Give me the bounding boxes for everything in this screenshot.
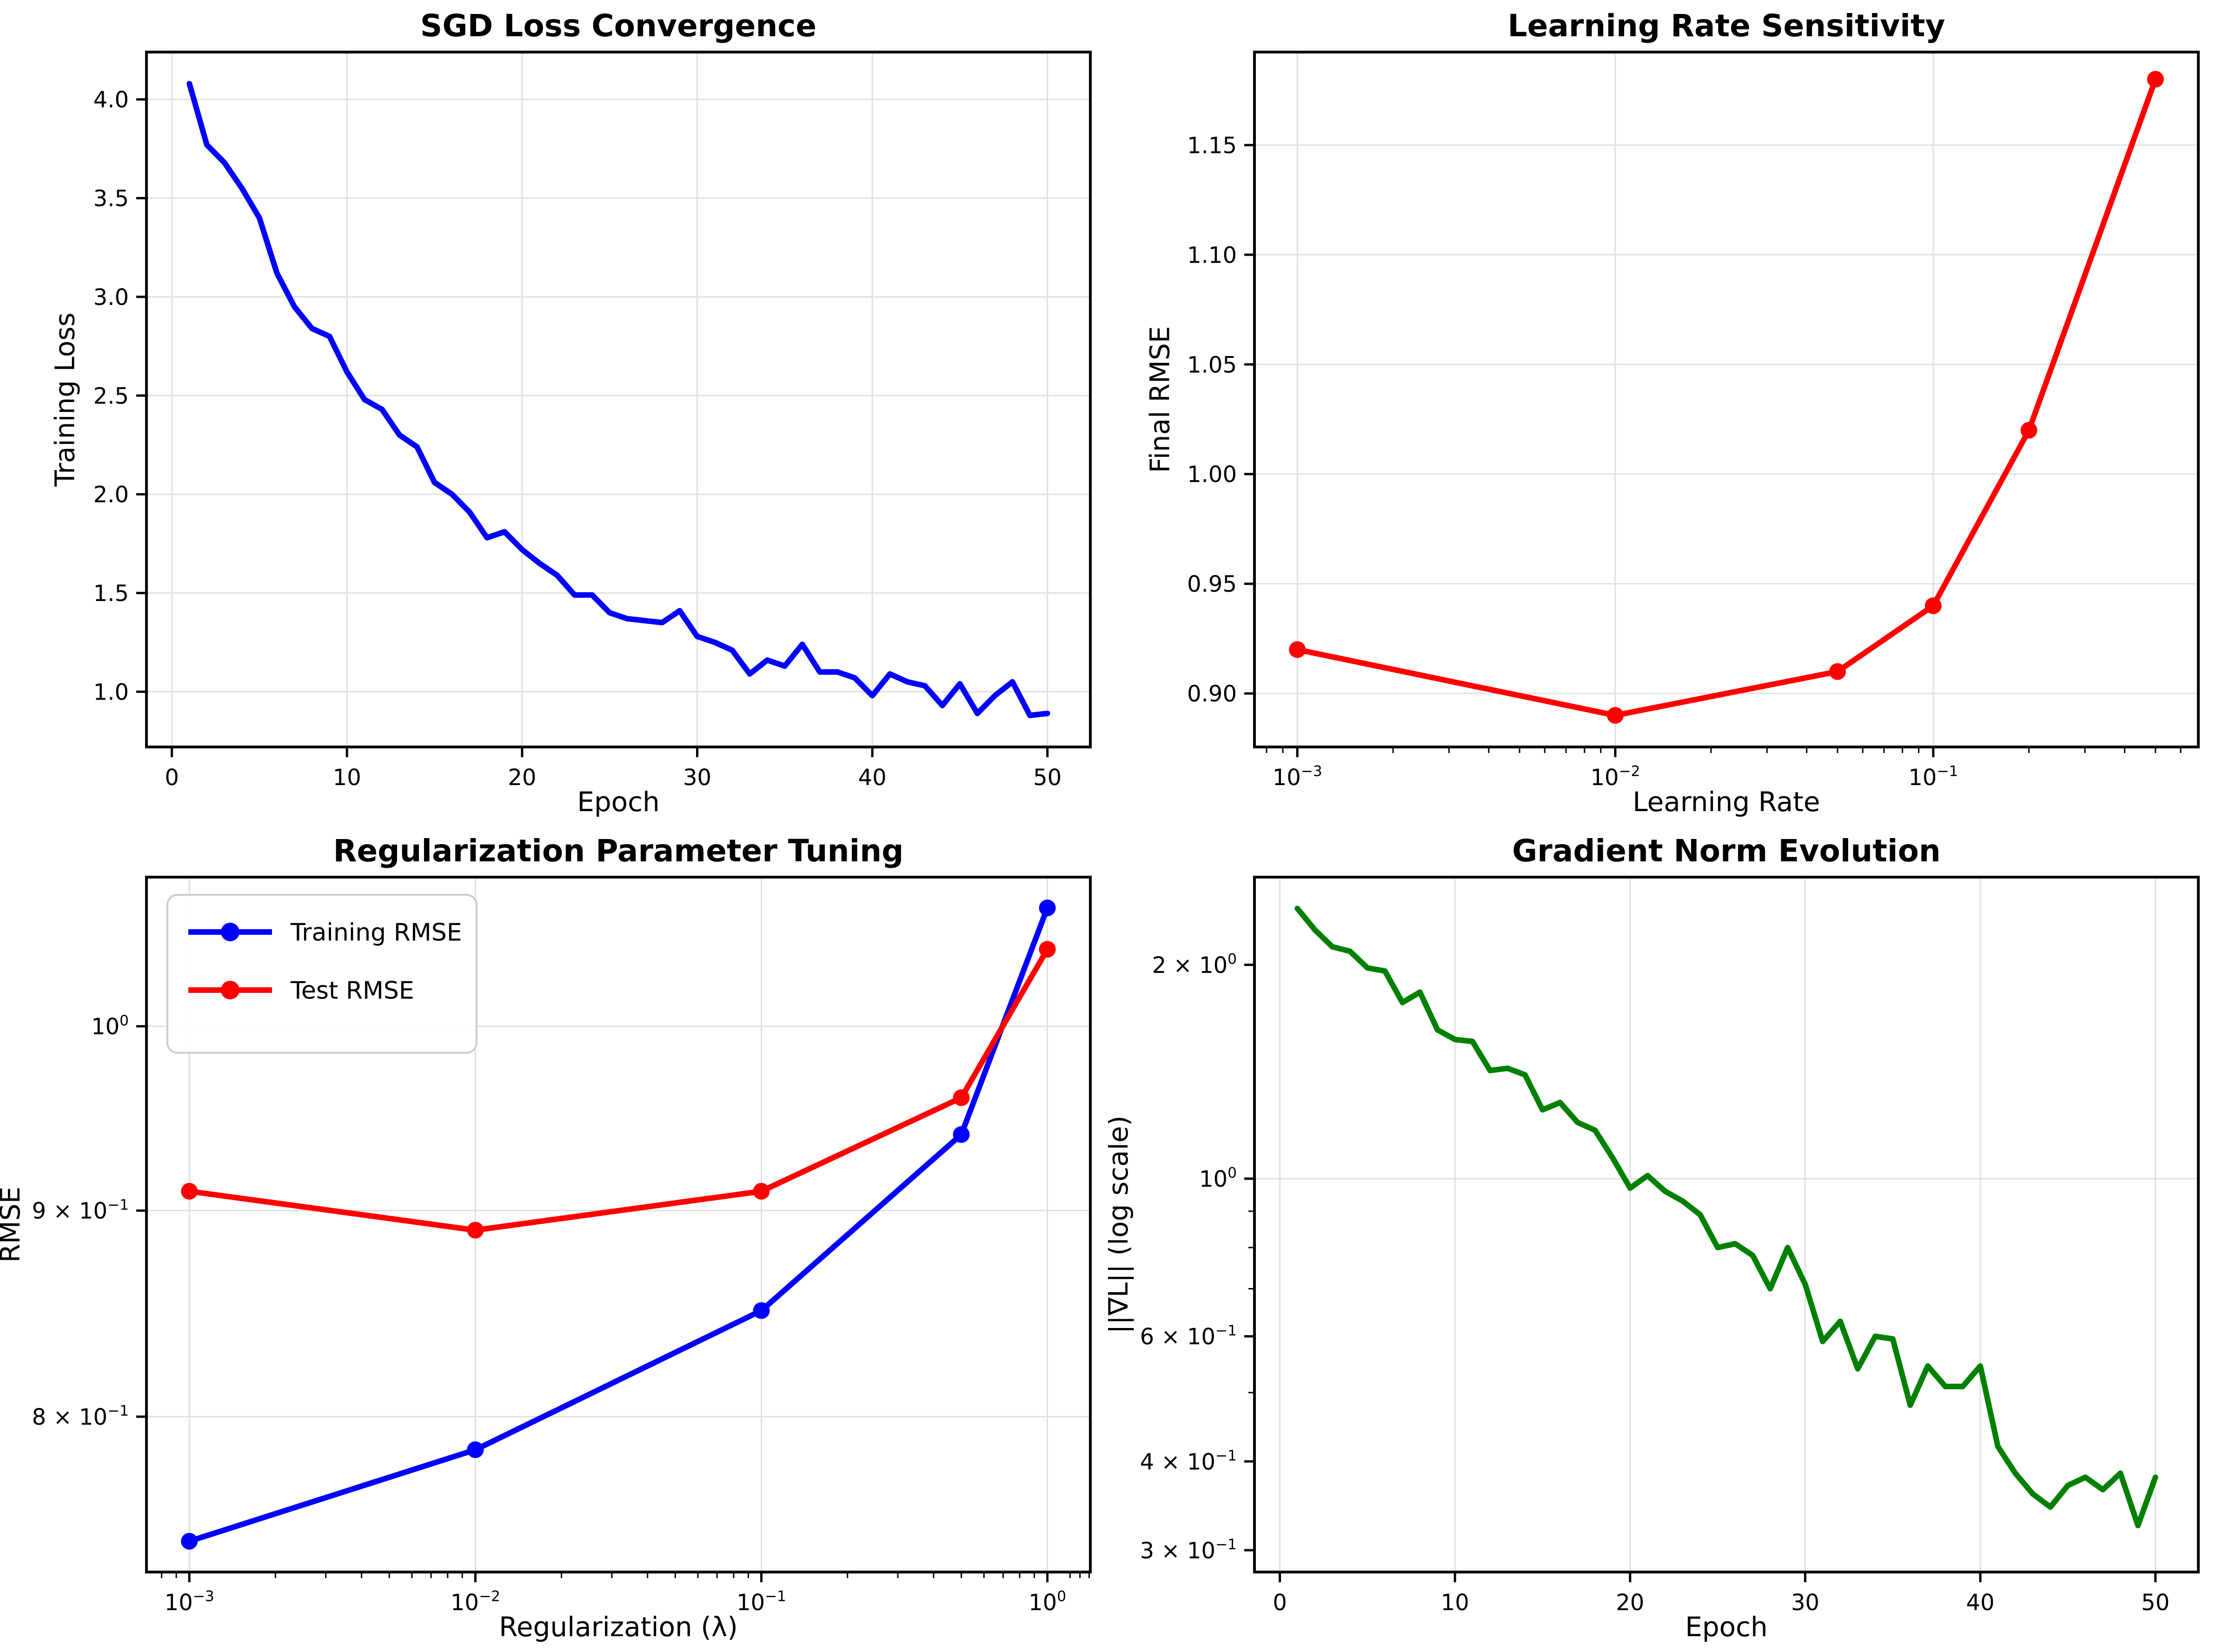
subplot-gradient-norm-evolution: 0 10 20 30 40 50 3 × 10−1 4 × 10−1 6 × 10−1 100 2 … bbox=[1102, 825, 2216, 1650]
data-point bbox=[953, 1089, 970, 1106]
legend: Training RMSE Test RMSE bbox=[166, 894, 478, 1054]
x-tick-label: 50 bbox=[1033, 765, 1062, 791]
data-point bbox=[1289, 641, 1306, 658]
y-tick-label: 3.5 bbox=[93, 186, 129, 212]
legend-label: Test RMSE bbox=[290, 977, 414, 1005]
x-tick-label: 10−3 bbox=[1273, 763, 1322, 791]
y-tick-label: 1.10 bbox=[1187, 242, 1237, 268]
subplot-sgd-loss-convergence: 0 10 20 30 40 50 1.0 1.5 2.0 2.5 3.0 3.5 4.0 SGD Loss… bbox=[0, 0, 1108, 825]
series-training-loss bbox=[186, 81, 1050, 718]
data-point bbox=[753, 1302, 770, 1319]
y-axis-label: Final RMSE bbox=[1144, 326, 1176, 473]
x-tick-label: 40 bbox=[858, 765, 887, 791]
axes-spines bbox=[145, 51, 1092, 748]
x-axis-label: Epoch bbox=[577, 786, 660, 818]
x-tick-label: 10−3 bbox=[165, 1588, 214, 1616]
axes-spines bbox=[1253, 51, 2200, 748]
data-point bbox=[1039, 941, 1056, 958]
x-tick-label: 20 bbox=[508, 765, 536, 791]
chart-title: SGD Loss Convergence bbox=[420, 8, 816, 44]
legend-marker bbox=[221, 981, 239, 999]
legend-label: Training RMSE bbox=[290, 919, 462, 947]
x-axis-label: Epoch bbox=[1685, 1611, 1768, 1643]
y-tick-label: 6 × 10−1 bbox=[1140, 1322, 1237, 1350]
chart-sgd-loss-convergence: 0 10 20 30 40 50 1.0 1.5 2.0 2.5 3.0 3.5 4.0 SGD Loss… bbox=[49, 8, 1092, 818]
x-tick-label: 0 bbox=[1273, 1590, 1287, 1616]
x-tick-label: 10−1 bbox=[1908, 763, 1958, 791]
data-point bbox=[1924, 597, 1942, 615]
chart-title: Learning Rate Sensitivity bbox=[1508, 8, 1945, 44]
axes-spines bbox=[145, 876, 1092, 1573]
data-point bbox=[1607, 707, 1624, 724]
x-tick-label: 10 bbox=[333, 765, 361, 791]
data-point bbox=[181, 1533, 198, 1550]
subplot-regularization-parameter-tuning: 10−3 10−2 10−1 100 8 × 10−1 9 × 10−1 100 Regula… bbox=[0, 825, 1108, 1650]
x-tick-label: 0 bbox=[165, 765, 179, 791]
x-tick-label: 30 bbox=[683, 765, 711, 791]
data-point bbox=[1039, 899, 1056, 917]
y-tick-label: 9 × 10−1 bbox=[32, 1196, 129, 1224]
y-tick-label: 1.00 bbox=[1187, 462, 1237, 488]
y-tick-label: 2.0 bbox=[93, 482, 129, 508]
y-tick-label: 100 bbox=[1199, 1165, 1237, 1192]
x-tick-label: 10−2 bbox=[451, 1588, 500, 1616]
x-tick-label: 10−2 bbox=[1590, 763, 1640, 791]
data-point bbox=[2020, 422, 2037, 439]
x-tick-label: 50 bbox=[2141, 1590, 2170, 1616]
y-axis-label: Training Loss bbox=[49, 312, 80, 487]
chart-gradient-norm-evolution: 0 10 20 30 40 50 3 × 10−1 4 × 10−1 6 × 10−1 100 2 … bbox=[1102, 833, 2200, 1643]
y-axis-label: RMSE bbox=[0, 1187, 26, 1263]
y-tick-label: 1.5 bbox=[93, 581, 129, 607]
x-tick-label: 40 bbox=[1966, 1590, 1995, 1616]
x-tick-label: 30 bbox=[1791, 1590, 1819, 1616]
series-final-rmse bbox=[1294, 76, 2158, 718]
y-tick-label: 0.95 bbox=[1187, 571, 1237, 597]
x-axis-label: Regularization (λ) bbox=[499, 1611, 738, 1643]
data-point bbox=[2147, 71, 2164, 88]
data-point bbox=[467, 1222, 484, 1239]
y-tick-label: 100 bbox=[91, 1012, 129, 1040]
data-point bbox=[753, 1183, 770, 1200]
data-point bbox=[181, 1183, 198, 1200]
y-tick-label: 4.0 bbox=[93, 87, 129, 113]
data-point bbox=[953, 1126, 970, 1143]
chart-regularization-parameter-tuning: 10−3 10−2 10−1 100 8 × 10−1 9 × 10−1 100 Regula… bbox=[0, 833, 1092, 1643]
y-tick-label: 4 × 10−1 bbox=[1140, 1447, 1237, 1475]
series-gradient-norm bbox=[1294, 905, 2158, 1528]
y-tick-label: 3 × 10−1 bbox=[1140, 1536, 1237, 1564]
y-tick-label: 1.15 bbox=[1187, 132, 1237, 159]
x-axis-label: Learning Rate bbox=[1632, 786, 1820, 818]
chart-title: Gradient Norm Evolution bbox=[1512, 833, 1941, 869]
legend-marker bbox=[221, 923, 239, 941]
x-tick-label: 10 bbox=[1441, 1590, 1469, 1616]
data-point bbox=[1829, 663, 1846, 680]
y-tick-label: 2.5 bbox=[93, 383, 129, 409]
x-tick-label: 100 bbox=[1028, 1588, 1066, 1616]
data-point bbox=[467, 1441, 484, 1458]
y-tick-label: 1.0 bbox=[93, 679, 129, 705]
y-tick-label: 3.0 bbox=[93, 284, 129, 311]
y-axis-label: ||∇L|| (log scale) bbox=[1108, 1116, 1134, 1334]
subplot-learning-rate-sensitivity: 10−3 10−2 10−1 0.90 0.95 1.00 1.05 1.10 1.15 Lear… bbox=[1108, 0, 2216, 825]
x-tick-label: 20 bbox=[1616, 1590, 1644, 1616]
y-tick-label: 8 × 10−1 bbox=[32, 1403, 129, 1430]
axes-spines bbox=[1253, 876, 2200, 1573]
y-tick-label: 1.05 bbox=[1187, 352, 1237, 378]
x-tick-label: 10−1 bbox=[736, 1588, 786, 1616]
y-tick-label: 0.90 bbox=[1187, 681, 1237, 707]
chart-learning-rate-sensitivity: 10−3 10−2 10−1 0.90 0.95 1.00 1.05 1.10 1.15 Lear… bbox=[1144, 8, 2200, 818]
chart-title: Regularization Parameter Tuning bbox=[333, 833, 904, 869]
y-tick-label: 2 × 100 bbox=[1152, 951, 1237, 978]
